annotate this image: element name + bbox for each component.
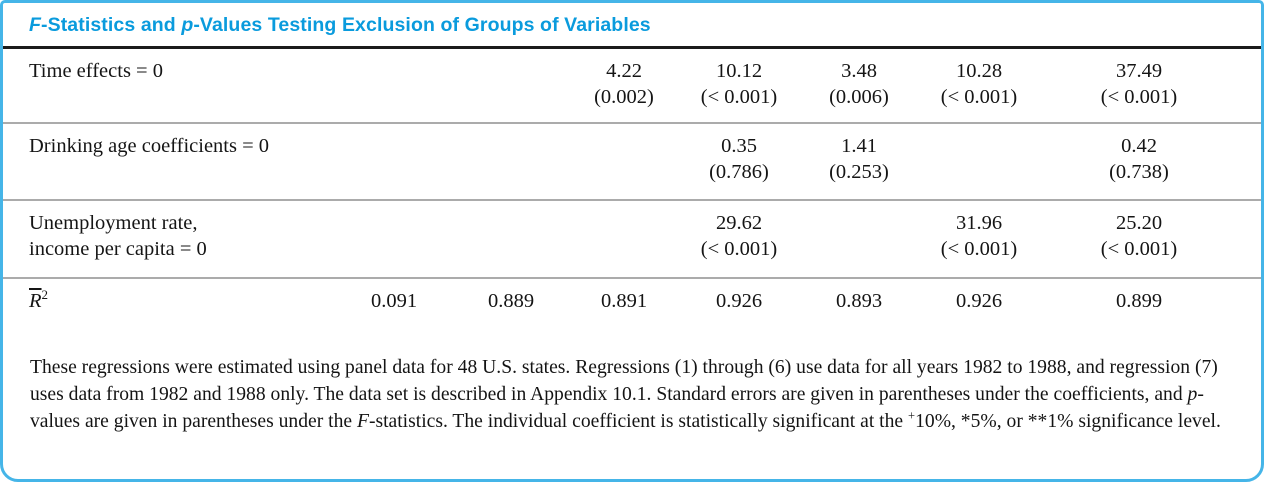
f-stat-cell (919, 124, 1039, 133)
f-stat-cell: 1.41 (0.253) (799, 124, 919, 185)
f-stat-cell: 31.96 (< 0.001) (919, 201, 1039, 262)
table-body: Time effects = 0 4.22 (0.002) 10.12 (< 0.001… (3, 49, 1261, 341)
f-statistic-value: 25.20 (1115, 212, 1163, 234)
p-value: (< 0.001) (1100, 238, 1178, 260)
p-value: (< 0.001) (940, 238, 1018, 260)
p-value: (0.006) (829, 86, 889, 108)
text-segment: + (908, 408, 916, 423)
f-stat-cell (799, 201, 919, 210)
p-value: (< 0.001) (940, 86, 1018, 108)
p-value: (0.002) (594, 86, 654, 108)
text-segment: These regressions were estimated using p… (30, 357, 1218, 405)
p-value: (< 0.001) (700, 86, 778, 108)
row-label: Unemployment rate, income per capita = 0 (29, 212, 207, 260)
f-stat-cell (453, 124, 569, 133)
p-value: (0.738) (1109, 161, 1169, 183)
title-divider-rule (3, 46, 1261, 49)
f-stat-cell: 3.48 (0.006) (799, 49, 919, 110)
table-title: F-Statistics and p-Values Testing Exclus… (3, 3, 1261, 46)
f-statistic-value: 29.62 (715, 212, 763, 234)
f-stat-cell (335, 49, 453, 58)
rbar-squared-value: 0.889 (487, 290, 535, 312)
rbar-exponent: 2 (41, 287, 49, 303)
f-statistic-value: 4.22 (606, 60, 642, 82)
p-value: (0.786) (709, 161, 769, 183)
text-segment: F (356, 411, 369, 432)
rbar-squared-label: R2 (3, 279, 335, 314)
f-stat-cell (569, 201, 679, 210)
rbar-squared-value: 0.893 (835, 290, 883, 312)
f-stat-cell: 10.12 (< 0.001) (679, 49, 799, 110)
f-stat-cell (335, 124, 453, 133)
rbar-squared-value: 0.926 (715, 290, 763, 312)
text-segment: -Statistics and (41, 14, 182, 36)
text-segment: F (29, 14, 42, 36)
f-statistic-value: 37.49 (1115, 60, 1163, 82)
table-row: Unemployment rate, income per capita = 0… (3, 201, 1261, 279)
text-segment: -values are given in parentheses under t… (30, 384, 1204, 432)
text-segment: p (1187, 384, 1198, 405)
f-stat-cell: 37.49 (< 0.001) (1039, 49, 1239, 110)
p-value: (< 0.001) (1100, 86, 1178, 108)
row-label: Drinking age coefficients = 0 (29, 135, 270, 157)
text-segment: -Values Testing Exclusion of Groups of V… (193, 14, 651, 36)
f-statistic-value: 3.48 (841, 60, 877, 82)
f-statistic-value: 10.28 (955, 60, 1003, 82)
rbar-squared-value: 0.891 (600, 290, 648, 312)
table-row: Time effects = 0 4.22 (0.002) 10.12 (< 0.001… (3, 49, 1261, 124)
f-stat-cell (453, 49, 569, 58)
f-stat-cell: 10.28 (< 0.001) (919, 49, 1039, 110)
text-segment: -statistics. The individual coefficient … (368, 411, 909, 432)
rbar-squared-value: 0.899 (1115, 290, 1163, 312)
f-statistic-value: 0.35 (721, 135, 757, 157)
f-stat-cell (569, 124, 679, 133)
row-label: Time effects = 0 (29, 60, 163, 82)
f-statistic-value: 0.42 (1121, 135, 1157, 157)
f-stat-cell (453, 201, 569, 210)
p-value: (< 0.001) (700, 238, 778, 260)
f-stat-cell: 29.62 (< 0.001) (679, 201, 799, 262)
f-statistic-value: 1.41 (841, 135, 877, 157)
f-stat-cell: 0.42 (0.738) (1039, 124, 1239, 185)
text-segment: p (181, 14, 194, 36)
rbar-base: R (29, 290, 42, 312)
f-stat-cell: 4.22 (0.002) (569, 49, 679, 110)
table-row: Drinking age coefficients = 0 0.35 (0.786)… (3, 124, 1261, 201)
p-value: (0.253) (829, 161, 889, 183)
f-stat-cell (335, 201, 453, 210)
rbar-squared-value: 0.091 (370, 290, 418, 312)
text-segment: 10%, *5%, or **1% significance level. (915, 411, 1221, 432)
f-stat-cell: 0.35 (0.786) (679, 124, 799, 185)
f-stat-cell: 25.20 (< 0.001) (1039, 201, 1239, 262)
table-row-rbar-squared: R2 0.091 0.889 0.891 0.926 0.893 0.926 0.899 (3, 279, 1261, 341)
rbar-squared-value: 0.926 (955, 290, 1003, 312)
f-statistic-value: 31.96 (955, 212, 1003, 234)
table-footnote: These regressions were estimated using p… (30, 354, 1239, 435)
f-statistic-value: 10.12 (715, 60, 763, 82)
